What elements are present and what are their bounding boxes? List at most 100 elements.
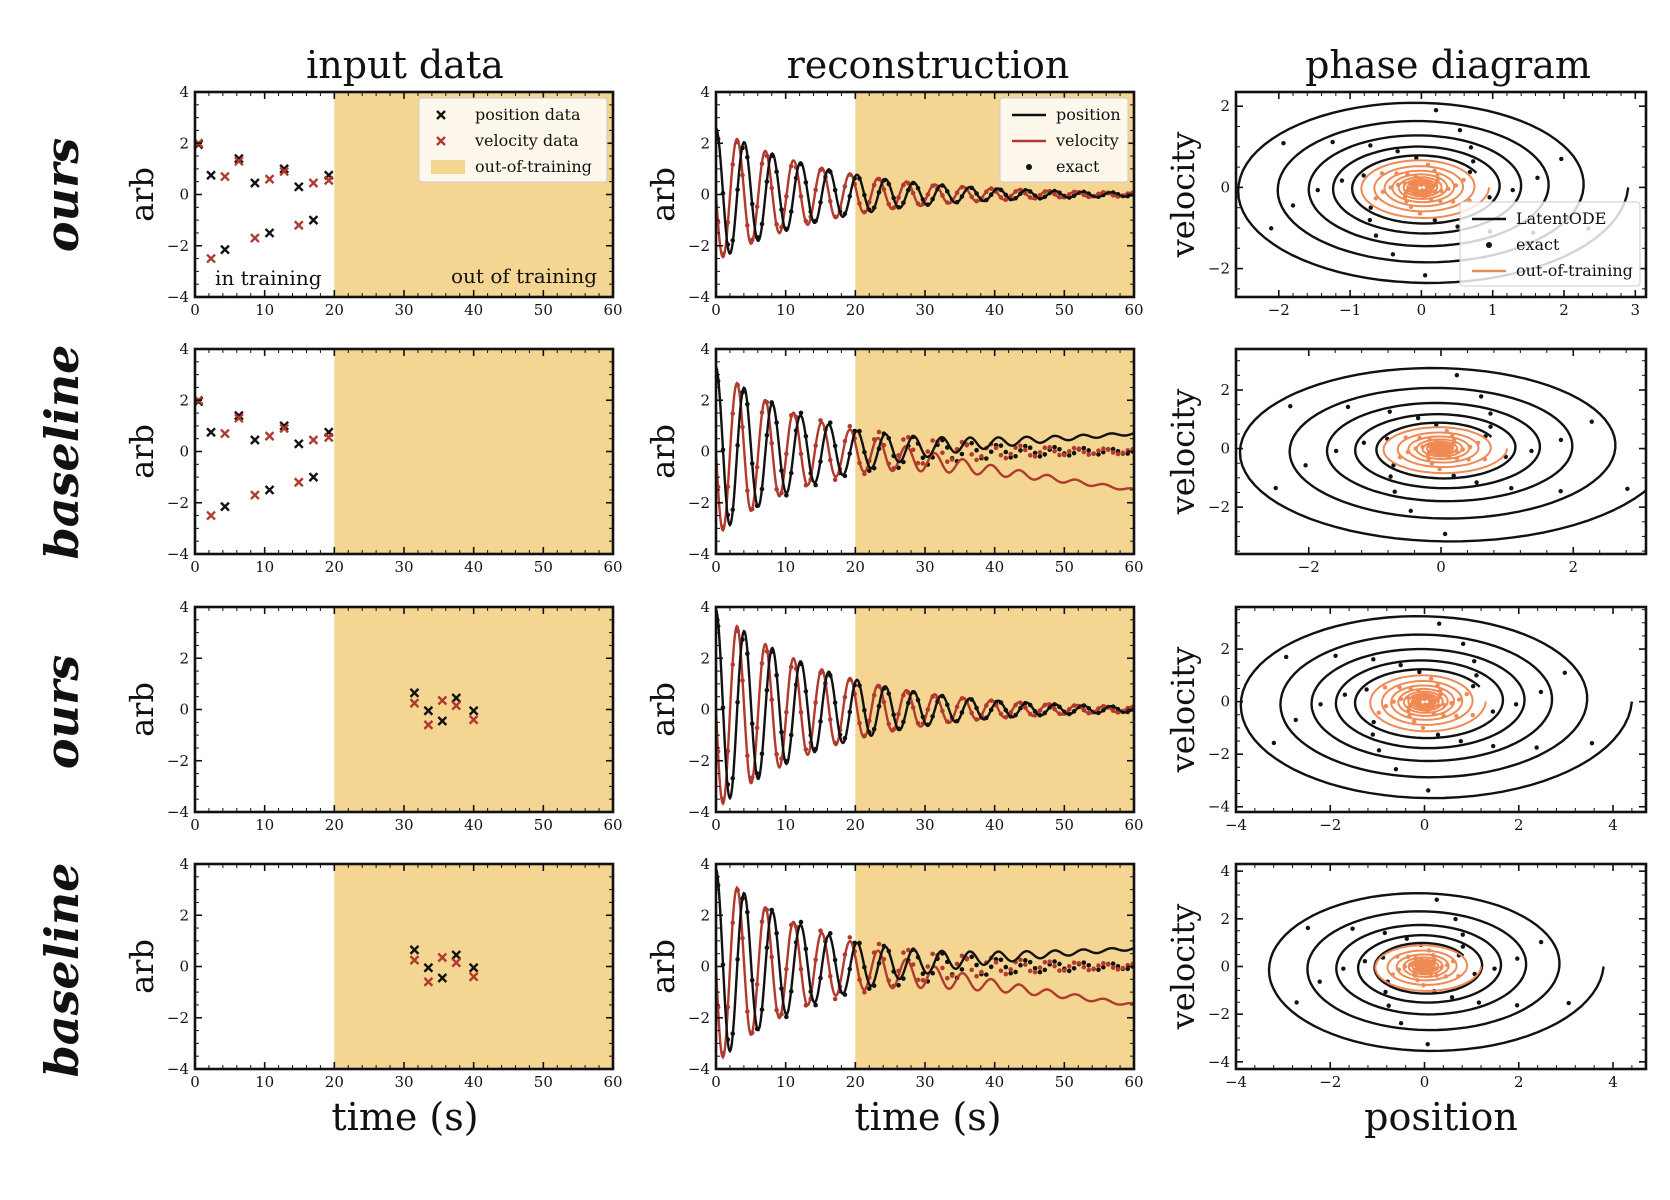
exact-point-out-of-training — [1428, 676, 1434, 681]
legend-marker — [436, 136, 446, 146]
exact-point — [1491, 743, 1496, 749]
legend-dot — [1486, 242, 1492, 248]
x-tick-label: 0 — [711, 1073, 721, 1091]
exact-point-velocity — [979, 969, 984, 975]
legend-dot — [1026, 164, 1032, 170]
exact-point-position — [1096, 967, 1101, 973]
exact-point-position — [798, 410, 804, 416]
y-axis-label: arb — [644, 424, 682, 479]
y-tick-label: 2 — [1220, 381, 1230, 399]
exact-point-velocity — [832, 996, 838, 1002]
y-tick-label: 2 — [700, 649, 710, 667]
exact-point-velocity — [847, 423, 853, 429]
exact-point — [1370, 732, 1376, 737]
x-tick-label: 0 — [1420, 816, 1430, 834]
exact-point-velocity — [1042, 445, 1048, 451]
x-tick-label: 30 — [394, 1073, 413, 1091]
exact-point — [1589, 740, 1595, 746]
exact-point — [1513, 702, 1519, 707]
exact-point-position — [1023, 443, 1028, 449]
exact-point-position — [784, 1014, 789, 1020]
x-tick-label: 60 — [603, 558, 622, 576]
x-tick-label: 20 — [325, 301, 344, 319]
y-tick-label: −2 — [1208, 498, 1230, 516]
marker-velocity-data — [234, 413, 244, 424]
row-label-3: ours — [35, 655, 89, 769]
plot-area — [334, 864, 613, 1069]
marker-velocity-data — [437, 695, 448, 706]
exact-point-position — [1071, 966, 1077, 971]
y-tick-label: −4 — [167, 288, 189, 306]
exact-point-position — [798, 919, 804, 925]
marker-position-data — [308, 215, 319, 225]
marker-velocity-data — [423, 720, 434, 730]
exact-point-velocity — [974, 457, 979, 463]
x-tick-label: 30 — [915, 1073, 934, 1091]
legend-label: velocity data — [474, 131, 579, 150]
x-tick-label: 40 — [464, 301, 483, 319]
exact-point-velocity — [1018, 443, 1023, 449]
y-tick-label: 2 — [700, 134, 710, 152]
exact-point-velocity — [910, 447, 916, 453]
marker-velocity-data — [206, 510, 216, 521]
y-tick-label: 4 — [700, 83, 710, 101]
exact-point-position — [1042, 452, 1048, 457]
x-tick-label: 20 — [325, 1073, 344, 1091]
exact-point-velocity — [949, 457, 955, 462]
exact-point — [1293, 717, 1299, 723]
marker-velocity-data — [468, 714, 479, 725]
column-title-reconstruction: reconstruction — [787, 43, 1070, 87]
exact-point-position — [1037, 969, 1043, 975]
x-tick-label: 0 — [190, 301, 200, 319]
y-tick-label: 2 — [179, 391, 189, 409]
exact-point-velocity — [1057, 452, 1062, 458]
x-tick-label: 0 — [711, 301, 721, 319]
y-tick-label: 2 — [179, 906, 189, 924]
x-tick-label: 60 — [1124, 301, 1143, 319]
exact-point-position — [813, 1002, 818, 1008]
y-tick-label: −2 — [167, 237, 189, 255]
exact-point-velocity — [1066, 964, 1072, 969]
y-axis-label: velocity — [1164, 132, 1202, 259]
marker-position-data — [250, 435, 260, 445]
exact-point-velocity — [1076, 446, 1082, 451]
x-tick-label: 20 — [846, 558, 865, 576]
exact-point-velocity — [1008, 967, 1013, 972]
exact-point-velocity — [1008, 451, 1013, 457]
x-tick-label: 50 — [1055, 1073, 1074, 1091]
exact-point-velocity — [969, 967, 974, 973]
legend-label: out-of-training — [475, 157, 592, 176]
y-tick-label: −2 — [1208, 745, 1230, 763]
y-tick-label: −4 — [167, 1060, 189, 1078]
exact-point — [1476, 1000, 1482, 1005]
y-tick-label: 2 — [1220, 97, 1230, 115]
y-axis-label: velocity — [1164, 389, 1202, 516]
exact-point — [1472, 658, 1477, 664]
exact-point — [1488, 424, 1493, 429]
exact-point-out-of-training — [1383, 703, 1389, 709]
exact-point — [1467, 169, 1473, 175]
exact-point — [1534, 745, 1539, 750]
marker-velocity-data — [323, 432, 334, 443]
exact-point — [1318, 702, 1323, 707]
exact-point-position — [1057, 961, 1062, 967]
y-tick-label: −4 — [167, 803, 189, 821]
y-tick-label: 2 — [179, 134, 189, 152]
exact-point-out-of-training — [1382, 685, 1388, 690]
exact-point — [1535, 175, 1540, 181]
x-tick-label: −2 — [1319, 816, 1341, 834]
exact-point-velocity — [944, 975, 950, 981]
marker-position-data — [279, 421, 290, 431]
exact-point — [1455, 224, 1460, 229]
x-tick-label: 50 — [1055, 816, 1074, 834]
marker-position-data — [279, 164, 290, 174]
exact-point — [1478, 394, 1484, 399]
y-axis-label: arb — [644, 939, 682, 994]
position-line — [716, 868, 1134, 1054]
exact-point — [1449, 995, 1455, 1000]
x-tick-label: 30 — [915, 816, 934, 834]
exact-point — [1395, 149, 1400, 154]
exact-point — [1330, 139, 1335, 145]
exact-point-position — [866, 468, 872, 474]
